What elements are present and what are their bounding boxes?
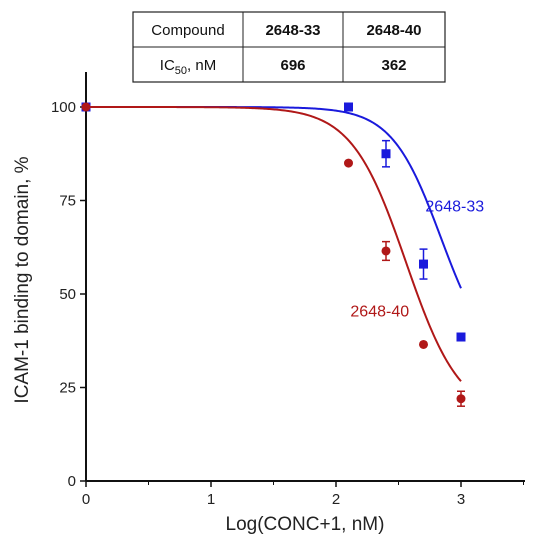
y-tick-label: 100 — [51, 99, 76, 116]
point-2648-33 — [419, 259, 428, 269]
point-2648-40 — [381, 246, 391, 256]
y-tick-label: 50 — [59, 286, 76, 303]
point-2648-40 — [456, 394, 466, 404]
x-tick-label: 3 — [457, 491, 465, 508]
series-labels: 2648-33 2648-40 — [350, 199, 484, 321]
point-2648-40 — [81, 102, 91, 112]
point-2648-40 — [419, 339, 428, 349]
series-label-2648-40: 2648-40 — [350, 303, 409, 320]
x-tick-label: 2 — [332, 491, 340, 508]
y-axis-title: ICAM-1 binding to domain, % — [12, 156, 33, 403]
table-value-2648-33: 696 — [280, 57, 305, 74]
x-axis-title: Log(CONC+1, nM) — [226, 514, 385, 535]
y-ticks: 0 25 50 75 100 — [51, 99, 86, 490]
table-header-compound: Compound — [151, 22, 224, 39]
fit-curve-2648-40 — [86, 106, 462, 382]
axes — [85, 72, 525, 482]
ic50-table: Compound 2648-33 2648-40 IC50, nM 696 36… — [132, 11, 446, 83]
y-tick-label: 75 — [59, 193, 76, 210]
point-2648-33 — [381, 149, 391, 159]
point-2648-33 — [344, 102, 353, 112]
x-tick-label: 1 — [207, 491, 215, 508]
table-header-2648-40: 2648-40 — [366, 22, 421, 39]
table-value-2648-40: 362 — [381, 57, 406, 74]
y-tick-label: 25 — [59, 380, 76, 397]
y-tick-label: 0 — [68, 473, 76, 490]
data-points — [81, 102, 466, 404]
x-tick-label: 0 — [82, 491, 90, 508]
fit-curves — [86, 106, 462, 382]
error-bars — [382, 139, 465, 407]
point-2648-33 — [456, 332, 466, 342]
point-2648-40 — [344, 158, 353, 168]
table-row-label-ic50: IC50, nM — [160, 57, 216, 77]
series-label-2648-33: 2648-33 — [425, 199, 484, 216]
table-header-2648-33: 2648-33 — [265, 22, 320, 39]
x-ticks: 0 1 2 3 — [82, 481, 524, 508]
